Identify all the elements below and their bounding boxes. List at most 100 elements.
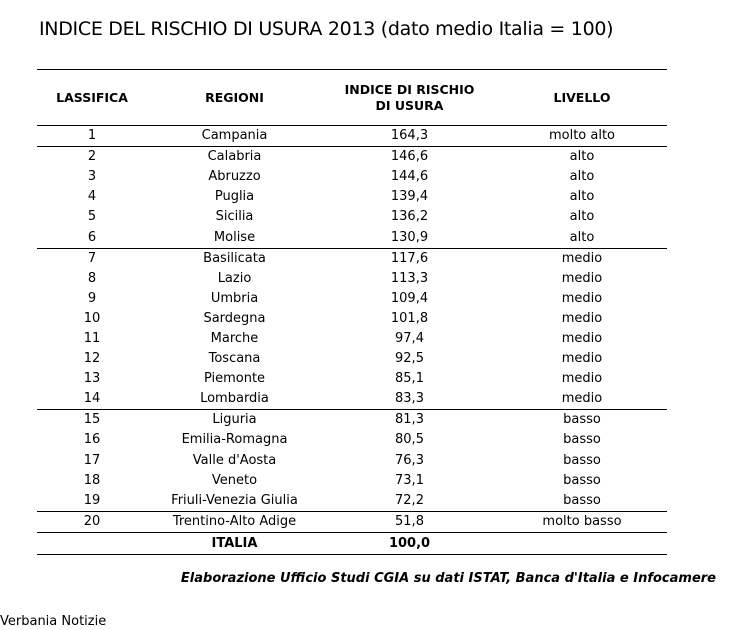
header-level: LIVELLO — [497, 69, 667, 126]
region-cell: Sicilia — [215, 209, 254, 225]
index-cell: 136,2 — [390, 209, 429, 225]
index-cell: 146,6 — [322, 146, 497, 168]
index-cell: 164,3 — [390, 128, 429, 144]
total-index-cell: 100,0 — [322, 531, 497, 555]
index-cell: 92,5 — [395, 351, 424, 367]
level-cell: medio — [561, 270, 603, 286]
region-cell: Basilicata — [147, 247, 322, 269]
table-row: 11 Marche 97,4 medio — [37, 329, 667, 349]
index-cell: 130,9 — [390, 229, 429, 245]
level-cell: molto basso — [497, 510, 667, 533]
rank-cell: 16 — [83, 432, 101, 448]
level-cell: alto — [569, 169, 595, 185]
region-cell: Lazio — [217, 270, 252, 286]
level-cell: alto — [569, 209, 595, 225]
watermark-text: Verbania Notizie — [0, 614, 107, 629]
table-row: 8 Lazio 113,3 medio — [37, 269, 667, 289]
table-row: 5 Sicilia 136,2 alto — [37, 207, 667, 227]
region-cell: Trentino-Alto Adige — [147, 510, 322, 533]
table-row: 6 Molise 130,9 alto — [37, 227, 667, 248]
table-row: 4 Puglia 139,4 alto — [37, 187, 667, 207]
index-cell: 83,3 — [395, 391, 424, 407]
index-cell: 51,8 — [322, 510, 497, 533]
level-cell: alto — [497, 146, 667, 168]
level-cell: medio — [561, 391, 603, 407]
level-cell: molto alto — [548, 128, 616, 144]
total-level-cell — [497, 531, 667, 555]
level-cell: medio — [561, 290, 603, 306]
rank-cell: 19 — [83, 492, 101, 508]
level-cell: alto — [569, 229, 595, 245]
page-title: INDICE DEL RISCHIO DI USURA 2013 (dato m… — [39, 18, 614, 40]
region-cell: Liguria — [147, 409, 322, 431]
region-cell: Lombardia — [200, 391, 269, 407]
table-row: 3 Abruzzo 144,6 alto — [37, 167, 667, 187]
rank-cell: 15 — [37, 409, 147, 431]
table-row: 17 Valle d'Aosta 76,3 basso — [37, 451, 667, 471]
rank-cell: 6 — [87, 229, 97, 245]
header-index: INDICE DI RISCHIO DI USURA — [322, 69, 497, 126]
level-cell: alto — [569, 189, 595, 205]
total-row: ITALIA 100,0 — [37, 531, 667, 555]
index-cell: 101,8 — [390, 310, 429, 326]
region-cell: Campania — [201, 128, 268, 144]
table-row: 13 Piemonte 85,1 medio — [37, 369, 667, 389]
risk-index-table: LASSIFICA REGIONI INDICE DI RISCHIO DI U… — [37, 69, 667, 555]
rank-cell: 10 — [83, 310, 101, 326]
index-cell: 113,3 — [390, 270, 429, 286]
region-cell: Molise — [213, 229, 256, 245]
region-cell: Valle d'Aosta — [192, 452, 277, 468]
region-cell: Sardegna — [203, 310, 266, 326]
total-region-cell: ITALIA — [147, 531, 322, 555]
table-row: 2 Calabria 146,6 alto — [37, 146, 667, 168]
region-cell: Abruzzo — [208, 169, 261, 185]
region-cell: Marche — [210, 330, 259, 346]
table-row: 10 Sardegna 101,8 medio — [37, 309, 667, 329]
level-cell: basso — [497, 409, 667, 431]
level-cell: medio — [561, 351, 603, 367]
table-row: 20 Trentino-Alto Adige 51,8 molto basso — [37, 510, 667, 533]
header-index-line1: INDICE DI RISCHIO — [344, 81, 475, 97]
region-cell: Toscana — [208, 351, 261, 367]
index-cell: 117,6 — [322, 247, 497, 269]
level-cell: basso — [563, 432, 601, 448]
table-row: 14 Lombardia 83,3 medio — [37, 389, 667, 410]
table-row: 12 Toscana 92,5 medio — [37, 349, 667, 369]
level-cell: medio — [561, 310, 603, 326]
table-row: 19 Friuli-Venezia Giulia 72,2 basso — [37, 491, 667, 512]
rank-cell: 11 — [83, 330, 101, 346]
rank-cell: 3 — [87, 169, 97, 185]
index-cell: 144,6 — [390, 169, 429, 185]
rank-cell: 4 — [87, 189, 97, 205]
header-index-line2: DI USURA — [375, 97, 444, 113]
index-cell: 109,4 — [390, 290, 429, 306]
table-row: 1 Campania 164,3 molto alto — [37, 126, 667, 147]
table-row: 7 Basilicata 117,6 medio — [37, 247, 667, 269]
level-cell: basso — [563, 452, 601, 468]
level-cell: medio — [497, 247, 667, 269]
table-row: 18 Veneto 73,1 basso — [37, 471, 667, 491]
rank-cell: 8 — [87, 270, 97, 286]
rank-cell: 17 — [83, 452, 101, 468]
rank-cell: 20 — [37, 510, 147, 533]
table-row: 16 Emilia-Romagna 80,5 basso — [37, 430, 667, 450]
index-cell: 139,4 — [390, 189, 429, 205]
rank-cell: 7 — [37, 247, 147, 269]
rank-cell: 5 — [87, 209, 97, 225]
level-cell: basso — [563, 472, 601, 488]
source-note: Elaborazione Ufficio Studi CGIA su dati … — [180, 571, 716, 586]
level-cell: basso — [563, 492, 601, 508]
index-cell: 73,1 — [395, 472, 424, 488]
rank-cell: 9 — [87, 290, 97, 306]
rank-cell: 12 — [83, 351, 101, 367]
region-cell: Veneto — [211, 472, 258, 488]
rank-cell: 1 — [87, 128, 97, 144]
region-cell: Friuli-Venezia Giulia — [171, 492, 298, 508]
index-cell: 85,1 — [395, 371, 424, 387]
index-cell: 97,4 — [395, 330, 424, 346]
index-cell: 72,2 — [395, 492, 424, 508]
header-region: REGIONI — [147, 69, 322, 126]
level-cell: medio — [561, 371, 603, 387]
level-cell: medio — [561, 330, 603, 346]
index-cell: 81,3 — [322, 409, 497, 431]
